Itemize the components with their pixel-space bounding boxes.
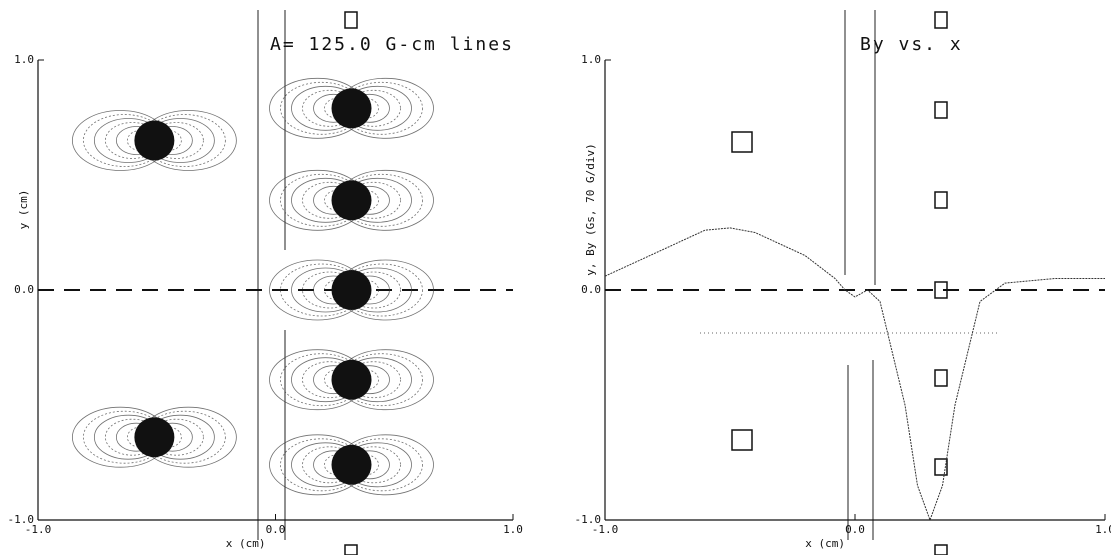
by-curve [605,228,1105,520]
x-axis-label: x (cm) [805,537,845,550]
x-tick-label: -1.0 [25,523,52,536]
field-lines [72,78,433,495]
x-tick-label: 0.0 [845,523,865,536]
conductor [332,88,372,128]
y-tick-label: 1.0 [581,53,601,66]
y-axis-label: y (cm) [17,190,30,230]
cross-section-markers [345,12,947,555]
y-tick-label: 0.0 [14,283,34,296]
x-tick-label: -1.0 [592,523,619,536]
y-tick-label: 0.0 [581,283,601,296]
conductor [332,270,372,310]
y-axis-label: y, By (Gs, 70 G/div) [584,143,597,275]
chart-title: By vs. x [860,34,963,55]
x-tick-label: 1.0 [503,523,523,536]
conductor [332,360,372,400]
conductor [134,417,174,457]
chart-title: A= 125.0 G-cm lines [270,34,514,55]
figure: A= 125.0 G-cm lines x (cm) y (cm) -1.0 0.0 1.… [0,0,1111,555]
x-axis-label: x (cm) [226,537,266,550]
x-tick-label: 0.0 [266,523,286,536]
conductor [332,180,372,220]
conductor [332,445,372,485]
x-tick-label: 1.0 [1095,523,1111,536]
conductor [134,121,174,161]
y-tick-label: 1.0 [14,53,34,66]
